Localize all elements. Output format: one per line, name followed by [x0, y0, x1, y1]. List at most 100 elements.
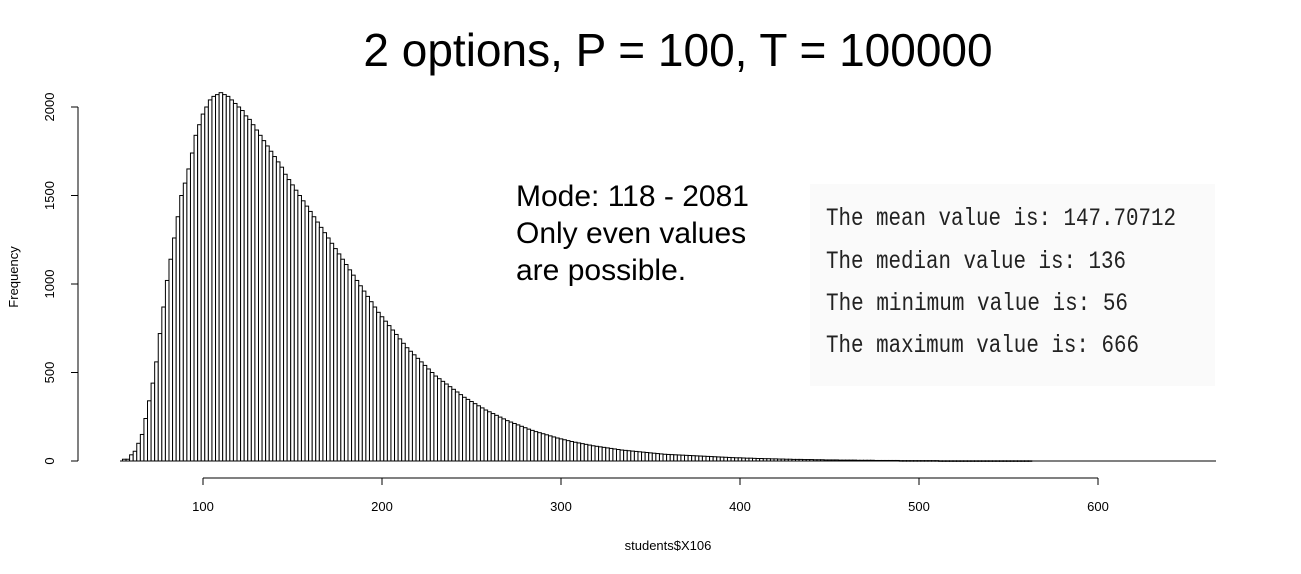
histogram-bar	[608, 447, 614, 462]
histogram-bar	[573, 441, 578, 462]
histogram-bar	[365, 295, 370, 462]
histogram-bar	[132, 450, 138, 462]
histogram-bar	[172, 237, 177, 462]
histogram-bar	[465, 398, 471, 462]
histogram-bar	[293, 189, 299, 462]
histogram-bar	[150, 382, 156, 462]
histogram-bar	[508, 421, 514, 462]
histogram-bar	[701, 455, 707, 462]
histogram-bar	[415, 357, 421, 462]
histogram-bar	[716, 456, 721, 462]
histogram-bar	[540, 433, 546, 462]
histogram-bar	[637, 451, 643, 462]
histogram-bar	[590, 445, 596, 462]
histogram-bar	[243, 115, 249, 462]
histogram-bar	[530, 429, 535, 462]
stats-panel-background	[810, 184, 1215, 386]
histogram-bar	[147, 400, 152, 462]
histogram-bar	[247, 118, 252, 462]
x-tick-label: 500	[908, 499, 930, 514]
histogram-bar	[612, 448, 617, 462]
histogram-bar	[633, 450, 639, 462]
histogram-bar	[594, 445, 600, 462]
histogram-bar	[476, 405, 481, 462]
histogram-bar	[669, 454, 675, 462]
histogram-bar	[175, 216, 181, 462]
mode-annotation: Mode: 118 - 2081 Only even values are po…	[516, 180, 749, 287]
histogram-bar	[154, 361, 159, 462]
histogram-bar	[139, 433, 145, 462]
histogram-bars	[121, 92, 1033, 462]
histogram-bar	[644, 452, 650, 462]
histogram-bar	[397, 338, 403, 462]
histogram-bar	[265, 145, 270, 462]
histogram-bar	[569, 441, 575, 462]
histogram-bar	[275, 161, 281, 462]
histogram-bar	[136, 442, 141, 462]
histogram-bar	[726, 456, 732, 462]
histogram-bar	[630, 450, 635, 462]
histogram-bar	[358, 285, 363, 462]
histogram-bar	[204, 106, 209, 462]
histogram-bar	[623, 449, 628, 462]
histogram-bar	[680, 454, 686, 462]
histogram-bar	[207, 99, 213, 462]
histogram-bar	[189, 152, 195, 462]
histogram-bar	[551, 436, 557, 462]
histogram-bar	[562, 439, 567, 462]
histogram-bar	[326, 237, 331, 462]
histogram-bar	[268, 150, 274, 462]
histogram-bar	[615, 449, 621, 462]
stats-minimum: The minimum value is: 56	[826, 289, 1128, 318]
histogram-bar	[347, 269, 353, 462]
histogram-bar	[379, 316, 385, 462]
histogram-bar	[544, 434, 549, 462]
histogram-bar	[601, 446, 607, 462]
histogram-bar	[719, 456, 725, 462]
histogram-bar	[129, 454, 134, 462]
histogram-bar	[297, 195, 302, 462]
histogram-bar	[537, 432, 542, 462]
histogram-bar	[225, 95, 231, 462]
histogram-bar	[469, 401, 474, 462]
histogram-bar	[261, 140, 267, 462]
histogram-bar	[519, 425, 524, 462]
histogram-bar	[451, 388, 456, 462]
histogram-bar	[254, 129, 259, 462]
histogram-bar	[361, 290, 367, 462]
histogram-bar	[712, 456, 718, 462]
y-tick-label: 1000	[42, 270, 57, 299]
histogram-bar	[386, 325, 392, 462]
mode-annotation-line-2: Only even values	[516, 217, 746, 250]
x-tick-label: 600	[1087, 499, 1109, 514]
histogram-bar	[333, 248, 338, 462]
y-axis: 0 500 1000 1500 2000	[42, 93, 79, 465]
y-tick-label: 1500	[42, 181, 57, 210]
histogram-bar	[419, 361, 424, 462]
histogram-bar	[730, 457, 736, 462]
stats-maximum: The maximum value is: 666	[826, 331, 1139, 360]
histogram-bar	[497, 416, 503, 462]
histogram-bar	[429, 372, 435, 462]
histogram-bar	[705, 455, 711, 462]
histogram-bar	[462, 396, 467, 462]
x-tick-label: 300	[550, 499, 572, 514]
histogram-bar	[501, 418, 507, 462]
histogram-bar	[401, 342, 406, 462]
histogram-bar	[376, 311, 381, 462]
histogram-bar	[580, 443, 585, 462]
histogram-bar	[440, 380, 446, 462]
histogram-bar	[164, 279, 170, 462]
histogram-bar	[709, 456, 714, 462]
histogram-bar	[479, 407, 485, 462]
histogram-bar	[648, 452, 653, 462]
histogram-bar	[372, 306, 378, 462]
histogram-bar	[308, 210, 313, 462]
y-tick-label: 2000	[42, 93, 57, 122]
histogram-bar	[272, 156, 277, 462]
histogram-bar	[222, 94, 227, 462]
histogram-bar	[673, 454, 678, 462]
histogram-bar	[404, 347, 410, 462]
histogram-bar	[257, 134, 263, 462]
